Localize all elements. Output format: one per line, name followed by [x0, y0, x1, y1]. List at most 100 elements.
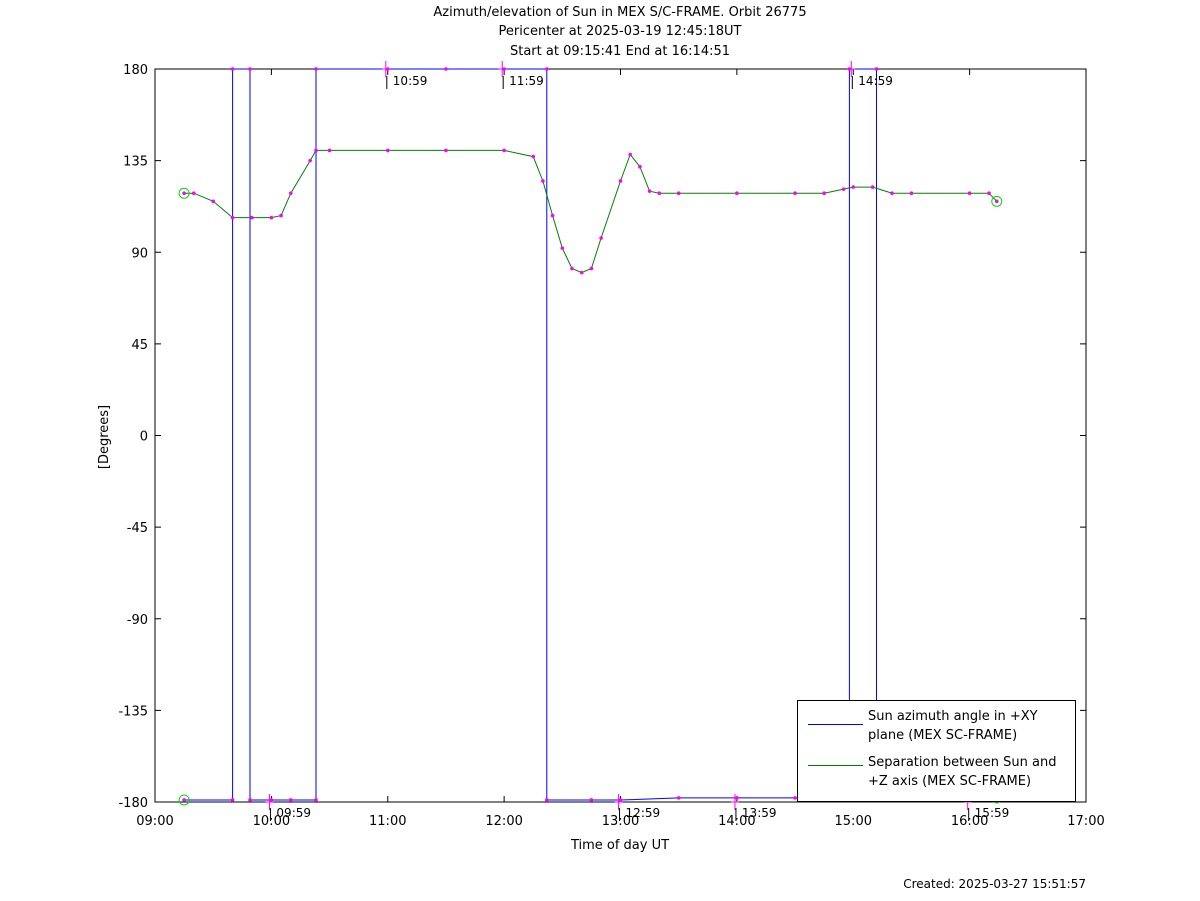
azimuth-data-point — [618, 798, 623, 802]
x-tick-label: 17:00 — [1067, 814, 1104, 829]
separation-data-point — [967, 191, 972, 196]
azimuth-series-line — [184, 68, 997, 801]
separation-data-point — [579, 270, 584, 275]
y-tick-label: 45 — [131, 338, 148, 353]
azimuth-data-point — [544, 67, 549, 71]
x-tick-label: 14:00 — [718, 814, 755, 829]
separation-data-point — [735, 191, 739, 196]
legend-label-separation-line-2: +Z axis (MEX SC-FRAME) — [868, 774, 1032, 789]
plot-frame — [154, 68, 1087, 803]
separation-data-point — [638, 164, 642, 169]
separation-data-point — [385, 148, 390, 153]
azimuth-data-point — [314, 67, 318, 71]
separation-data-point — [541, 179, 545, 183]
separation-series-line — [184, 149, 998, 274]
azimuth-data-point — [735, 796, 739, 800]
separation-data-point — [890, 191, 894, 196]
y-tick-label: 90 — [131, 246, 148, 261]
y-tick-label: 135 — [123, 155, 148, 170]
legend-label-azimuth-line-1: Sun azimuth angle in +XY — [868, 709, 1038, 724]
time-marker-label: 12:59 — [626, 806, 661, 820]
azimuth-data-point — [182, 798, 186, 802]
chart-title-line-3: Start at 09:15:41 End at 16:14:51 — [509, 44, 731, 59]
separation-data-point — [870, 185, 875, 189]
chart-title-line-1: Azimuth/elevation of Sun in MEX S/C-FRAM… — [433, 5, 807, 20]
azimuth-data-point — [248, 67, 252, 71]
x-tick-label: 11:00 — [369, 814, 406, 829]
time-marker-label: 09:59 — [276, 806, 311, 820]
separation-data-point — [269, 215, 274, 220]
separation-data-point — [560, 246, 565, 250]
legend-label-azimuth-line-2: plane (MEX SC-FRAME) — [868, 728, 1018, 743]
separation-data-point — [279, 213, 283, 218]
y-tick-label: -180 — [118, 796, 148, 811]
separation-data-point — [308, 158, 312, 163]
separation-data-point — [502, 148, 506, 153]
x-tick-label: 09:00 — [136, 814, 173, 829]
time-marker-label: 15:59 — [975, 806, 1010, 820]
separation-data-point — [676, 191, 681, 196]
azimuth-data-point — [269, 798, 274, 802]
azimuth-data-point — [314, 798, 318, 802]
separation-data-point — [250, 215, 254, 220]
separation-data-point — [909, 191, 914, 196]
separation-data-point — [628, 152, 632, 157]
separation-data-point — [647, 189, 652, 193]
separation-data-point — [822, 191, 826, 196]
azimuth-data-point — [544, 798, 549, 802]
x-tick-label: 13:00 — [602, 814, 639, 829]
time-marker-label: 13:59 — [742, 806, 777, 820]
separation-data-point — [444, 148, 448, 153]
separation-data-point — [550, 213, 555, 218]
legend-swatch-separation — [808, 765, 863, 766]
separation-data-point — [230, 215, 235, 220]
separation-data-point — [599, 236, 603, 240]
separation-data-point — [211, 199, 215, 204]
legend-swatch-azimuth — [808, 724, 863, 725]
y-tick-label: -135 — [118, 704, 148, 719]
time-marker-label: 11:59 — [509, 74, 544, 88]
separation-data-point — [191, 191, 196, 196]
x-tick-label: 16:00 — [951, 814, 988, 829]
y-tick-label: -90 — [127, 613, 148, 628]
chart-title-line-2: Pericenter at 2025-03-19 12:45:18UT — [498, 24, 742, 39]
time-marker-label: 10:59 — [393, 74, 428, 88]
azimuth-data-point — [230, 67, 235, 71]
separation-data-point — [327, 148, 332, 153]
separation-data-point — [841, 187, 846, 191]
azimuth-data-point — [793, 796, 797, 800]
separation-data-point — [531, 154, 536, 159]
separation-data-point — [987, 191, 991, 196]
y-tick-label: 180 — [123, 63, 148, 78]
azimuth-data-point — [589, 798, 594, 802]
endpoint-marker — [178, 794, 190, 806]
y-tick-label: 0 — [140, 430, 148, 445]
x-tick-label: 10:00 — [253, 814, 290, 829]
azimuth-data-point — [230, 798, 235, 802]
y-axis-label: [Degrees] — [97, 405, 112, 469]
azimuth-data-point — [288, 798, 293, 802]
separation-data-point — [288, 191, 293, 196]
endpoint-marker — [991, 195, 1003, 207]
endpoint-marker — [178, 187, 190, 199]
separation-data-point — [994, 199, 999, 204]
separation-data-point — [657, 191, 662, 196]
azimuth-data-point — [248, 798, 252, 802]
legend-label-separation-line-1: Separation between Sun and — [868, 755, 1057, 770]
created-timestamp: Created: 2025-03-27 15:51:57 — [903, 877, 1086, 891]
x-axis-label: Time of day UT — [570, 838, 669, 853]
x-tick-label: 15:00 — [835, 814, 872, 829]
x-tick-label: 12:00 — [485, 814, 522, 829]
separation-data-point — [314, 148, 318, 153]
time-marker-label: 14:59 — [858, 74, 893, 88]
separation-data-point — [182, 191, 186, 196]
separation-data-point — [851, 185, 856, 189]
separation-data-point — [589, 266, 594, 271]
separation-data-point — [618, 179, 623, 183]
azimuth-data-point — [444, 67, 448, 71]
separation-data-point — [793, 191, 797, 196]
azimuth-data-point — [676, 796, 681, 800]
azimuth-data-point — [874, 67, 879, 71]
separation-data-point — [570, 266, 574, 271]
